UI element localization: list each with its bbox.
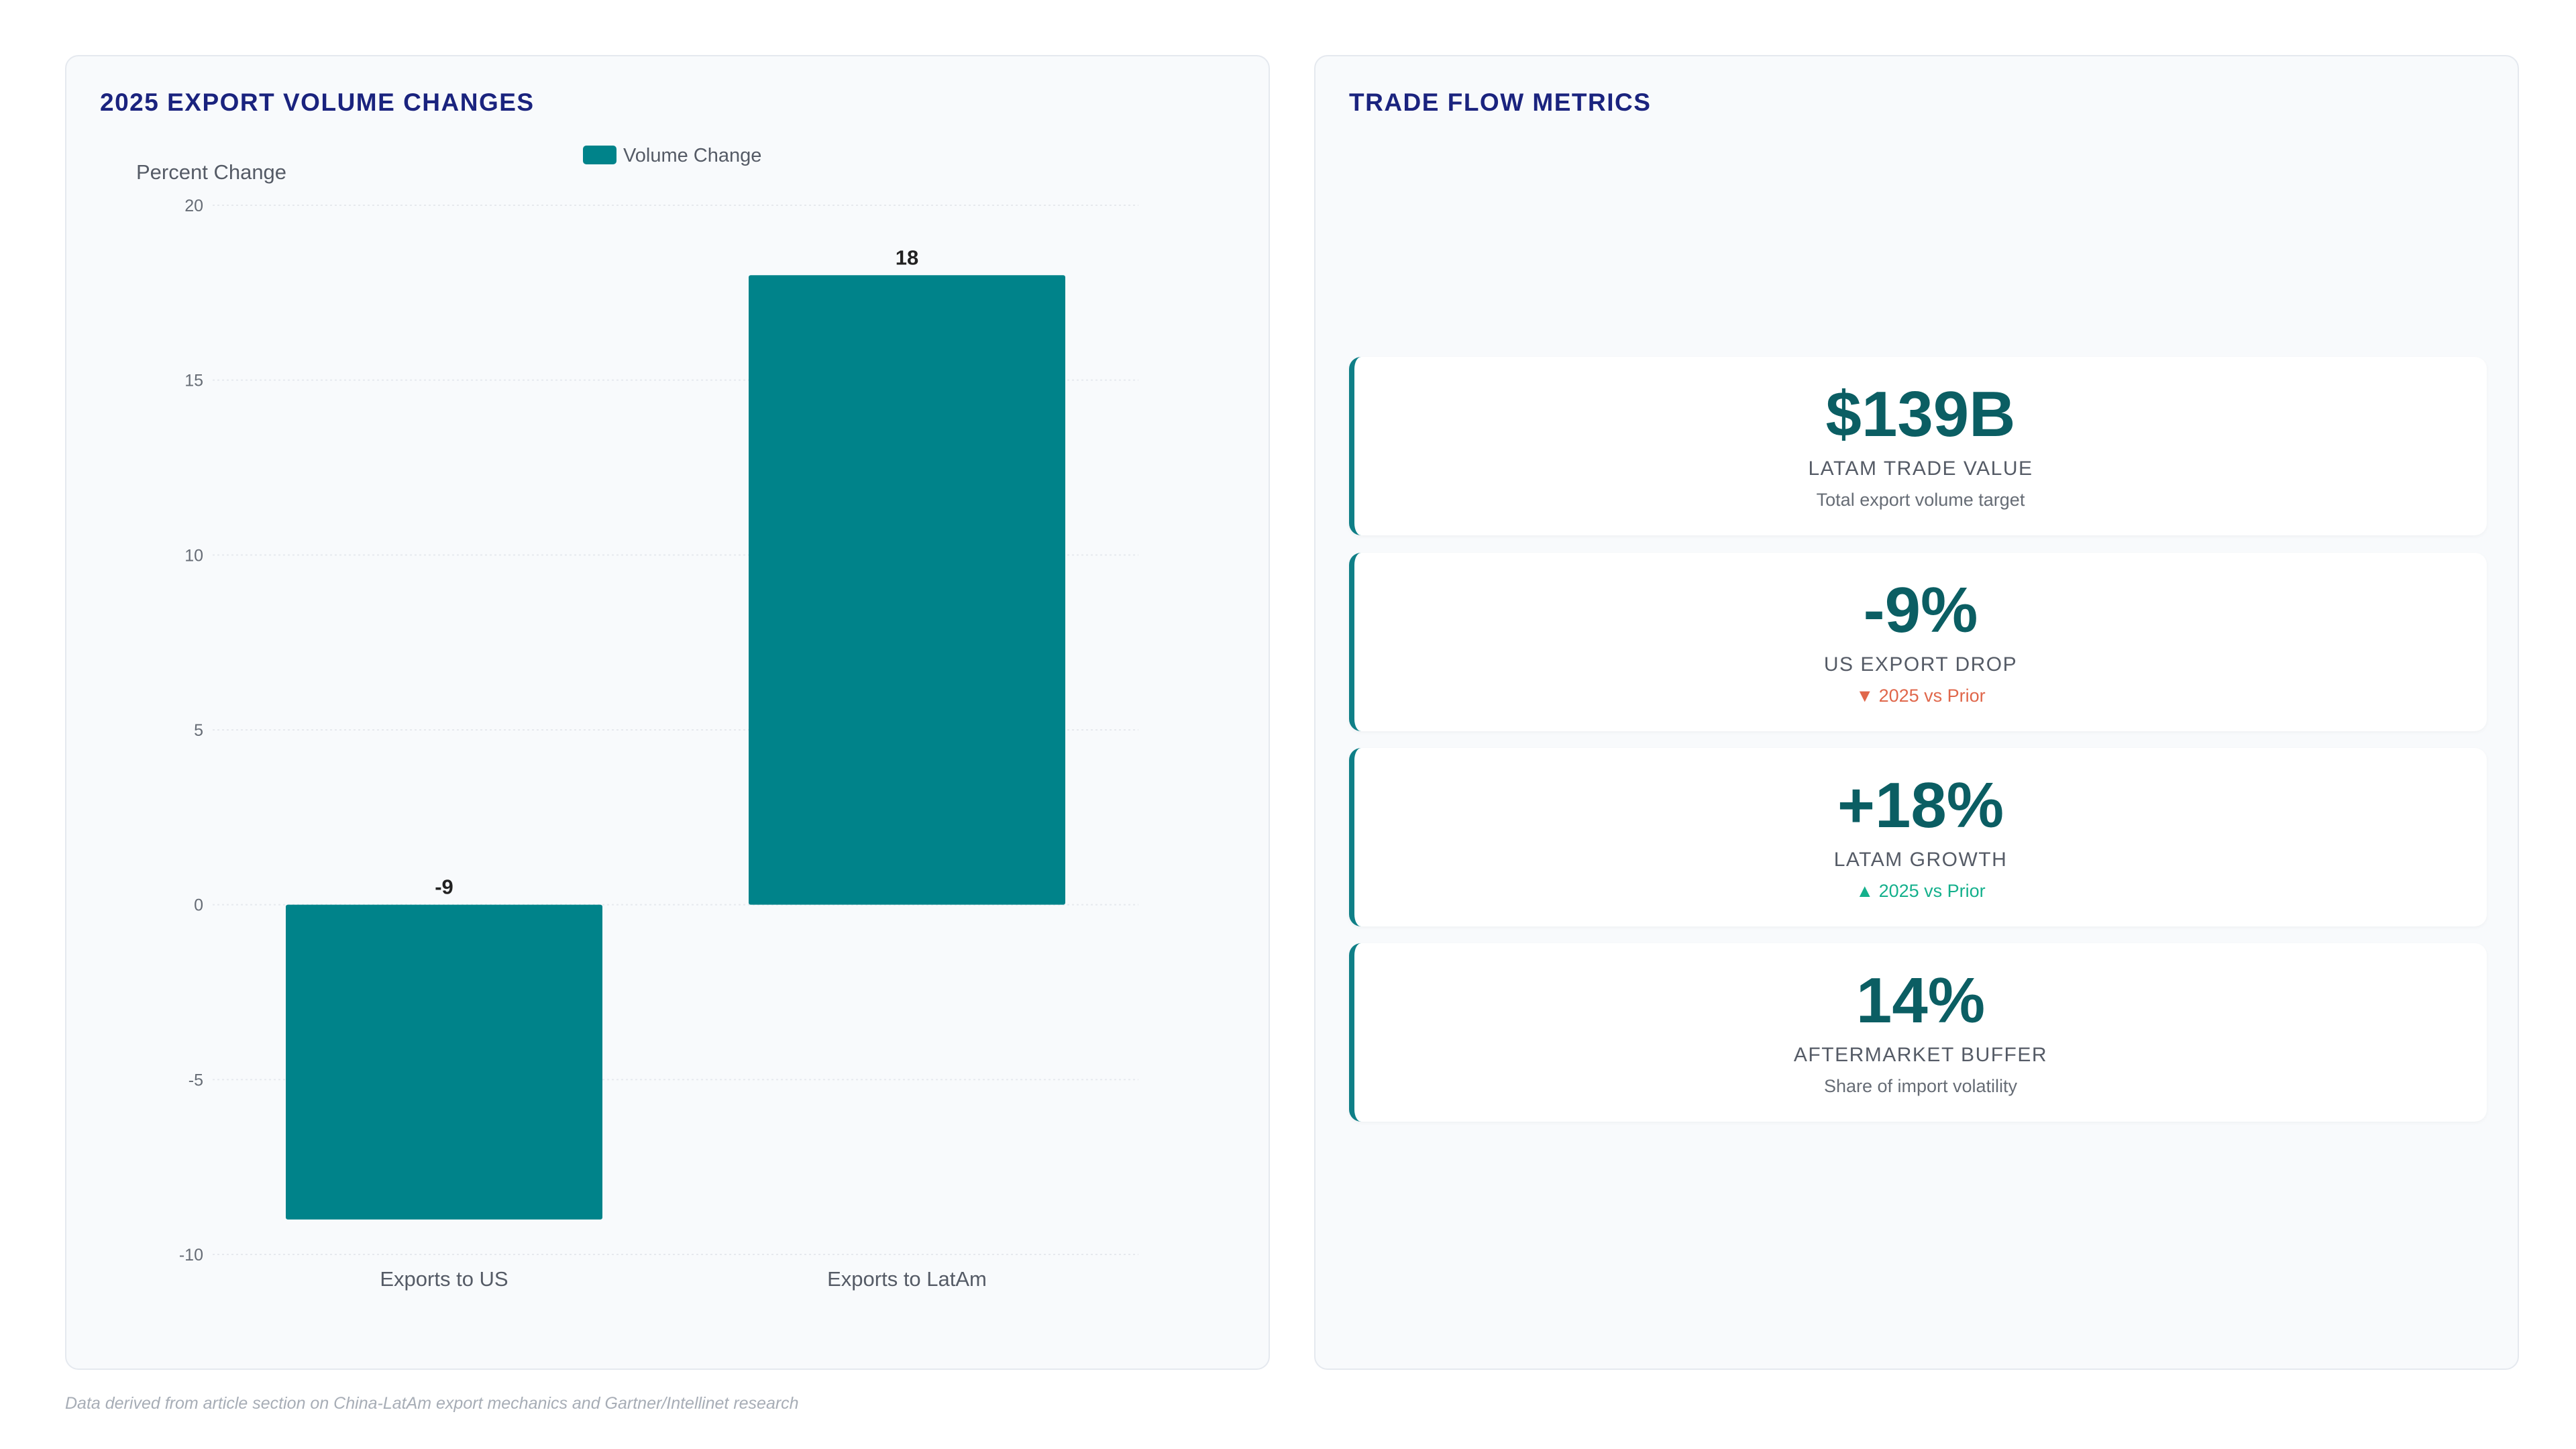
legend-swatch (583, 146, 616, 164)
bar-exports-to-latam (749, 275, 1065, 905)
y-tick-label: 10 (184, 546, 203, 565)
y-tick-label: 20 (184, 197, 203, 215)
y-tick-label: 15 (184, 372, 203, 390)
y-tick-label: -10 (179, 1246, 203, 1265)
metric-value: 14% (1856, 965, 1986, 1036)
x-tick-label: Exports to US (380, 1267, 508, 1291)
metric-value: $139B (1825, 378, 2016, 450)
trade-flow-panel: TRADE FLOW METRICS $139B LATAM TRADE VAL… (1314, 55, 2519, 1370)
metric-subtext: Share of import volatility (1823, 1076, 2018, 1096)
metric-label: US EXPORT DROP (1823, 653, 2018, 676)
legend-label: Volume Change (623, 145, 761, 166)
bar-data-label: 18 (896, 246, 918, 269)
metric-card-aftermarket-buffer: 14% AFTERMARKET BUFFER Share of import v… (1349, 943, 2487, 1122)
chart-title: 2025 EXPORT VOLUME CHANGES (100, 89, 535, 116)
y-tick-label: -5 (189, 1071, 203, 1089)
metric-card-us-export-drop: -9% US EXPORT DROP ▼ 2025 vs Prior (1349, 553, 2487, 731)
metric-value: -9% (1863, 574, 1978, 646)
y-axis-label: Percent Change (136, 160, 286, 184)
metrics-title: TRADE FLOW METRICS (1349, 89, 1652, 116)
metric-label: LATAM GROWTH (1833, 849, 2008, 871)
source-footnote: Data derived from article section on Chi… (65, 1394, 799, 1413)
metric-card-latam-trade-value: $139B LATAM TRADE VALUE Total export vol… (1349, 357, 2487, 535)
metric-value: +18% (1837, 769, 2004, 841)
metric-label: LATAM TRADE VALUE (1808, 458, 2033, 480)
bar-exports-to-us (286, 904, 602, 1220)
y-tick-label: 5 (194, 721, 203, 740)
bar-chart: 20 15 10 5 0 -5 -10 Percent Change Volume Change… (136, 145, 1138, 1291)
export-volume-panel: 2025 EXPORT VOLUME CHANGES 20 15 10 5 0 -5 -10… (65, 55, 1270, 1370)
bar-data-label: -9 (435, 875, 453, 899)
x-tick-label: Exports to LatAm (827, 1267, 987, 1291)
metric-card-latam-growth: +18% LATAM GROWTH ▲ 2025 vs Prior (1349, 748, 2487, 926)
metric-trend-down: ▼ 2025 vs Prior (1856, 686, 1986, 706)
metric-trend-up: ▲ 2025 vs Prior (1856, 881, 1986, 901)
metric-label: AFTERMARKET BUFFER (1793, 1044, 2048, 1066)
metric-subtext: Total export volume target (1816, 490, 2025, 510)
y-tick-label: 0 (194, 896, 203, 915)
